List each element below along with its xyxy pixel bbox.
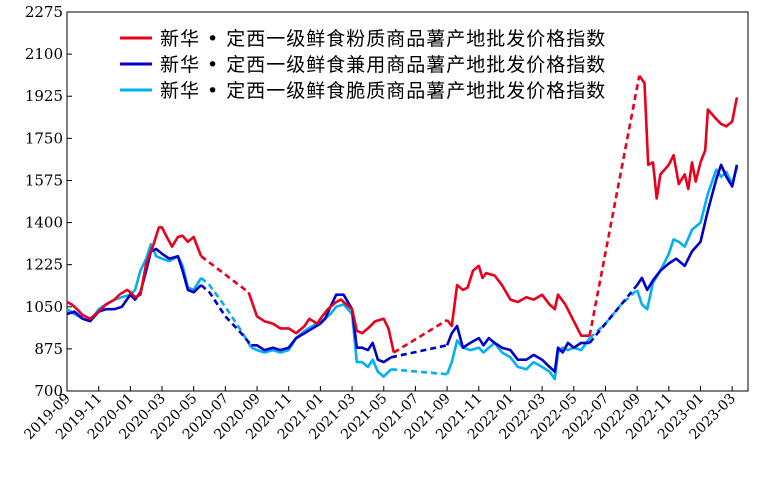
series-1-dashed-segment	[200, 255, 250, 294]
series-3-dashed-segment	[200, 276, 253, 349]
x-axis: 2019-092019-112020-012020-032020-052020-…	[21, 386, 739, 443]
y-tick-label: 1400	[25, 214, 63, 232]
series-3-solid-segment	[635, 166, 739, 311]
series-2-dashed-segment	[588, 284, 639, 344]
series-2-dashed-segment	[390, 344, 448, 359]
y-tick-label: 2275	[25, 3, 63, 21]
y-tick-label: 1225	[25, 256, 63, 274]
series-3-solid-segment	[66, 242, 203, 323]
series-3-dashed-segment	[588, 288, 638, 340]
series-1-solid-segment	[446, 264, 590, 338]
legend-label-series-2: 新华 • 定西一级鲜食兼用商品薯产地批发价格指数	[160, 54, 606, 76]
series-1-solid-segment	[66, 226, 203, 321]
series-3-solid-segment	[250, 303, 393, 378]
series-1-dashed-segment	[393, 318, 448, 354]
series-2-solid-segment	[251, 293, 392, 364]
legend-label-series-3: 新华 • 定西一级鲜食脆质商品薯产地批发价格指数	[160, 80, 606, 102]
y-tick-label: 1050	[25, 298, 63, 316]
series-2-solid-segment	[636, 163, 739, 292]
y-tick-label: 1750	[25, 129, 63, 147]
y-tick-label: 875	[34, 340, 63, 358]
series-1-solid-segment	[638, 75, 739, 200]
y-axis: 700 875 1050 1225 1400 1575 1750 1925 2100 2275	[25, 3, 72, 400]
y-tick-label: 700	[34, 382, 63, 400]
y-tick-label: 1925	[25, 87, 63, 105]
series-3-dashed-segment	[390, 368, 448, 376]
series-lines	[66, 75, 739, 381]
series-1-dashed-segment	[588, 75, 641, 336]
series-2-solid-segment	[445, 324, 590, 374]
series-1-solid-segment	[247, 291, 396, 353]
y-tick-label: 1575	[25, 171, 63, 189]
legend-label-series-1: 新华 • 定西一级鲜食粉质商品薯产地批发价格指数	[160, 28, 606, 50]
y-tick-label: 2100	[25, 45, 63, 63]
plot-frame	[66, 11, 749, 392]
legend: 新华 • 定西一级鲜食粉质商品薯产地批发价格指数 新华 • 定西一级鲜食兼用商品…	[120, 28, 606, 102]
